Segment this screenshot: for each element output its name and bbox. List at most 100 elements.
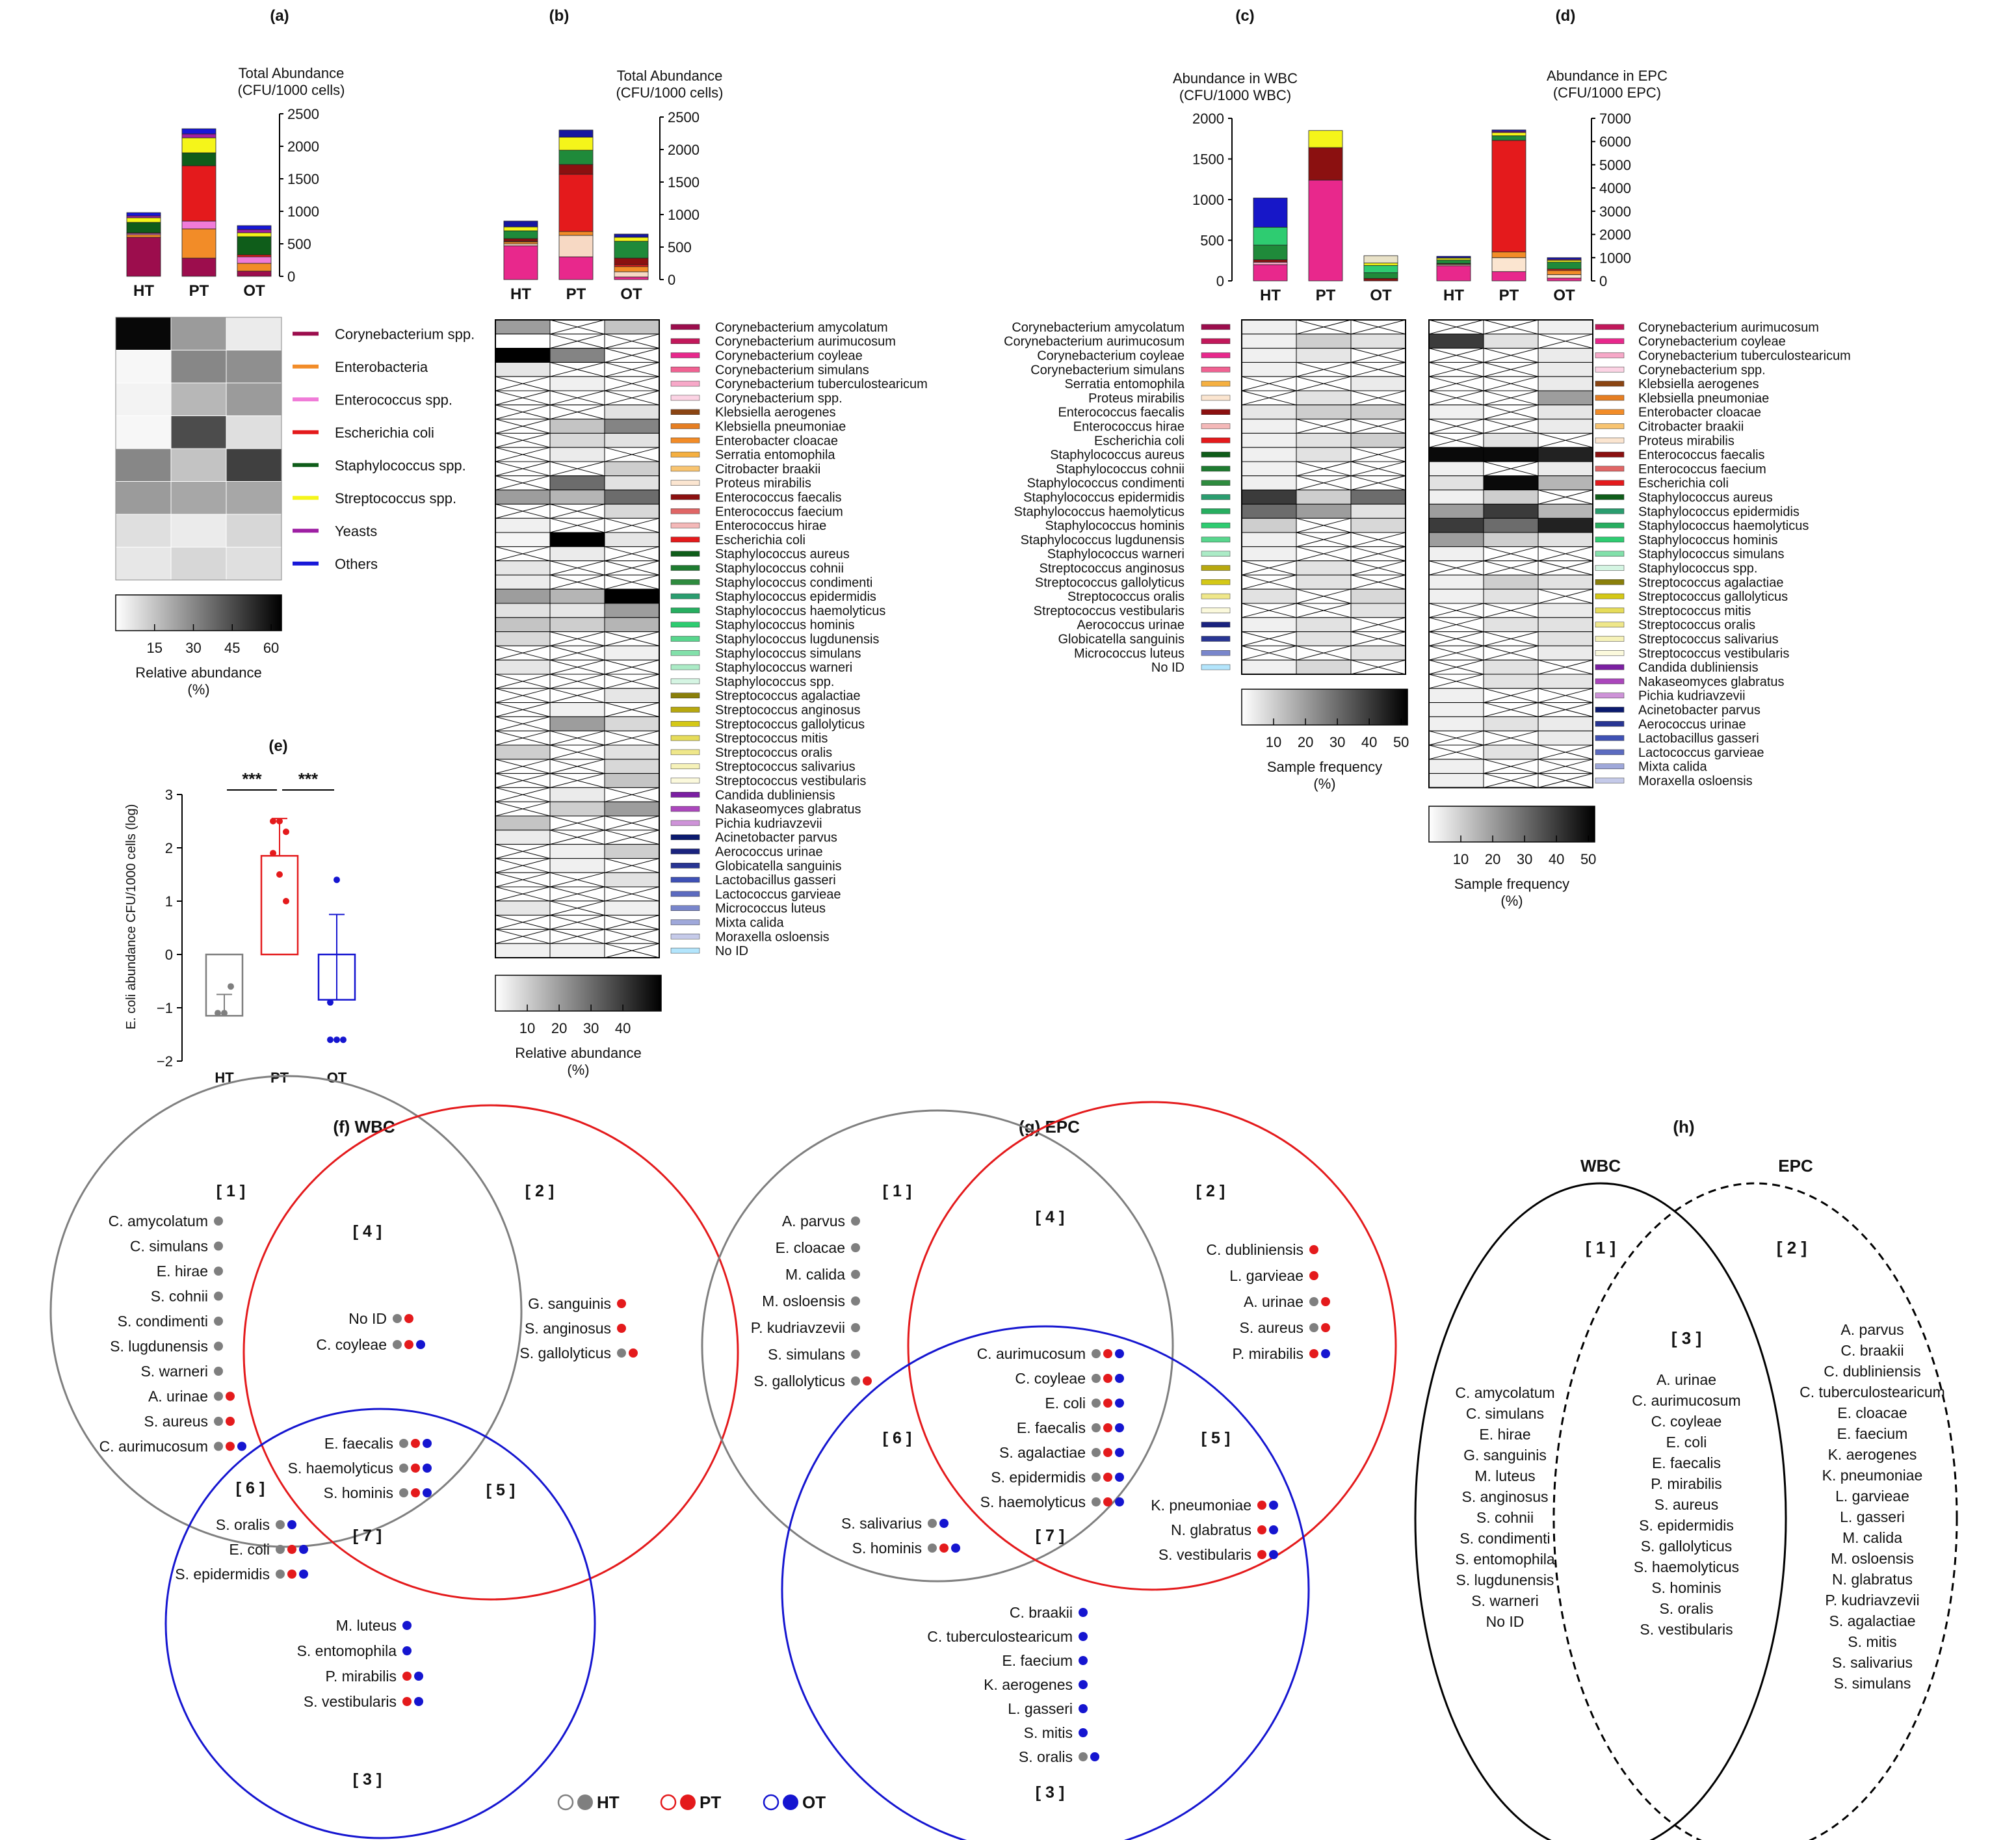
heat-cross-d [1483,404,1539,420]
colorbar-tick-label-a: 15 [147,640,163,656]
heat-cell-d [1428,588,1484,604]
heat-cross-d [1483,730,1539,746]
venn-h-r1-species: No ID [1486,1613,1525,1630]
venn-g-r7-dot-ot [1115,1448,1124,1457]
e-point-ot [327,1036,334,1044]
heat-cell-d [1483,503,1539,519]
heat-cell-d [1538,518,1593,533]
bar-segment-d-pt-corynebacterium [1491,271,1526,282]
row-label-c: Proteus mirabilis [1088,391,1185,406]
venn-g-r7-dot-ht [1092,1374,1101,1383]
e-point-ot [327,999,334,1006]
heat-cell-c [1296,617,1352,633]
heat-cell-c [1241,475,1297,491]
venn-h-r1-species: C. simulans [1466,1405,1544,1422]
bar-segment-c-ot-staphylococcus [1363,272,1398,279]
heat-cell-c [1241,490,1297,505]
heat-cross-b [549,361,605,377]
bar-segment-d-ot-corynebacterium [1547,278,1582,282]
heat-cell-b [604,900,660,916]
row-swatch-b [670,508,700,514]
venn-g-r6-dot-ot [939,1519,949,1528]
panel-label-a: (a) [270,7,289,25]
venn-g-r1-dot-ht [851,1296,860,1306]
venn-f-r7-dot-pt [411,1464,420,1473]
e-point-pt [283,898,289,904]
row-label-b: Corynebacterium simulans [715,363,869,377]
heat-cross-c [1241,574,1297,590]
venn-g-r7-dot-pt [1103,1497,1112,1506]
venn-g-r2-dot-pt [1321,1323,1330,1332]
heat-cell-d [1428,334,1484,349]
heat-cross-b [549,872,605,887]
row-label-d: Streptococcus gallolyticus [1638,590,1788,604]
heat-cell-b [495,574,551,590]
row-label-d: Staphylococcus haemolyticus [1638,519,1809,533]
row-swatch-d [1595,380,1625,387]
venn-f-r6-dot-ot [287,1520,296,1529]
heat-cross-b [604,348,660,363]
venn-h-r3-species: C. coyleae [1651,1413,1722,1430]
venn-g-r1-dot-ht [851,1243,860,1252]
heat-cell-a [170,382,227,416]
row-swatch-b [670,438,700,443]
venn-h-ellipse-wbc [1414,1182,1787,1840]
row-label-b: Proteus mirabilis [715,477,811,491]
row-swatch-c [1201,438,1231,443]
heat-cross-b [549,688,605,703]
heat-cross-c [1350,447,1406,462]
e-point-ot [334,876,340,884]
venn-f-r6-dot-ht [276,1570,285,1579]
venn-h-r2-species: C. tuberculostearicum [1800,1384,1945,1400]
heat-cross-b [604,787,660,802]
row-label-b: Acinetobacter parvus [715,831,837,845]
row-swatch-d [1595,522,1625,529]
row-label-b: No ID [715,944,748,958]
venn-f-r3-dot-ot [402,1621,412,1630]
e-y-tick-label: 3 [165,787,173,803]
heat-cell-b [495,348,551,363]
row-label-b: Staphylococcus simulans [715,646,861,661]
heat-cell-d [1483,447,1539,462]
venn-g-r7-species: C. coyleae [1015,1370,1086,1387]
e-point-ht [228,983,234,990]
heat-cross-c [1350,348,1406,363]
bar-segment-b-pt-staphylococcus [558,150,594,165]
e-point-pt [283,828,289,835]
row-swatch-b [670,423,700,429]
row-swatch-c [1201,423,1231,429]
venn-h-r3-species: S. gallolyticus [1641,1538,1733,1555]
bar-segment-d-ot-enterobacteria [1547,274,1582,279]
heat-cell-d [1538,475,1593,491]
row-label-d: Proteus mirabilis [1638,434,1735,448]
heat-cell-b [495,319,551,335]
venn-f-r7-dot-pt [411,1439,420,1448]
heat-cross-c [1296,546,1352,562]
heat-cell-c [1296,490,1352,505]
heat-cross-b [604,815,660,831]
x-tick-label-a: HT [133,282,154,300]
venn-g-r2-species: P. mirabilis [1233,1345,1304,1362]
e-point-ot [334,1036,340,1044]
row-label-b: Staphylococcus condimenti [715,575,872,590]
venn-f-r4-dot-ht [393,1314,402,1323]
venn-g-r7-dot-ht [1092,1473,1101,1482]
venn-g-r2-species: A. urinae [1244,1293,1303,1310]
venn-h-r2-species: K. pneumoniae [1822,1467,1923,1484]
bar-segment-a-ot-staphylococcus-spp [237,236,272,256]
row-swatch-b [670,650,700,656]
heat-cell-a [115,481,172,515]
venn-f-r6-dot-ot [299,1570,308,1579]
heat-cross-d [1483,688,1539,703]
heat-cell-b [549,447,605,462]
heat-cross-b [604,631,660,646]
row-label-d: Corynebacterium aurimucosum [1638,321,1819,335]
e-sig-label: *** [242,769,262,789]
stacked-bar-chart-c: 0 500 1000 1500 2000 HT PT OT [1192,111,1398,304]
venn-f-region-label: [ 2 ] [525,1182,554,1200]
heat-cell-c [1350,518,1406,533]
row-swatch-b [670,324,700,330]
venn-f-r1-species: C. aurimucosum [99,1438,208,1455]
venn-g-r1-species: P. kudriavzevii [751,1319,845,1336]
heat-cell-c [1241,546,1297,562]
